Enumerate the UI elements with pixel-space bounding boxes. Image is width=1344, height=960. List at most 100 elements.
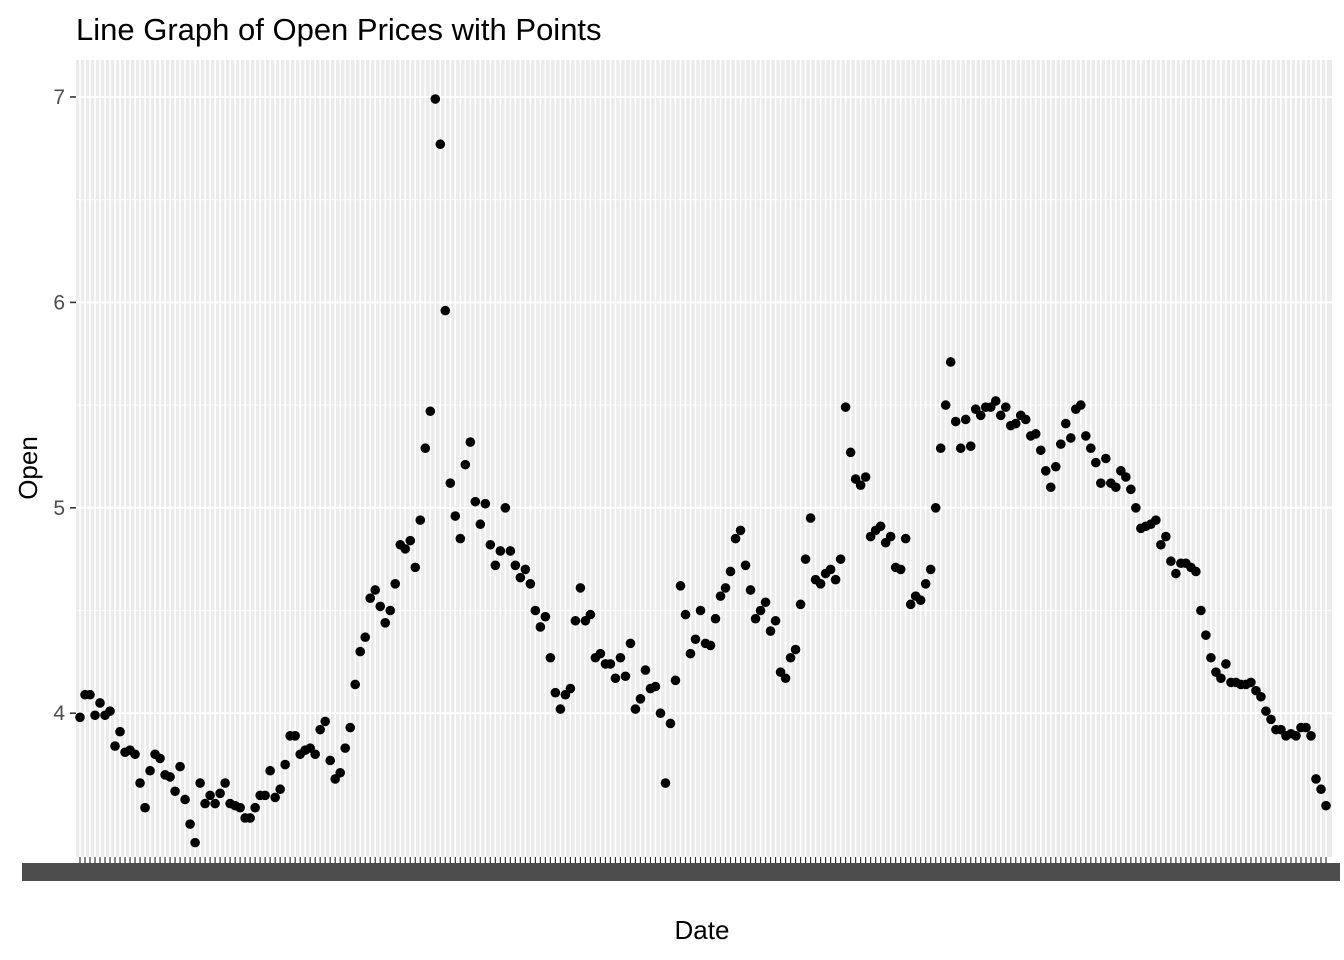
- data-point: [1131, 503, 1141, 513]
- data-point: [490, 560, 501, 571]
- data-point: [185, 819, 195, 829]
- data-point: [155, 753, 165, 764]
- data-point: [290, 731, 300, 741]
- data-point: [530, 605, 541, 616]
- data-point: [555, 704, 566, 714]
- data-point: [95, 698, 105, 708]
- data-point: [1191, 566, 1201, 577]
- data-point: [440, 305, 451, 316]
- data-point: [1216, 673, 1226, 684]
- data-point: [835, 554, 846, 564]
- data-point: [280, 759, 290, 770]
- data-point: [825, 564, 836, 575]
- data-point: [805, 513, 816, 523]
- data-point: [735, 525, 746, 536]
- data-point: [115, 726, 125, 737]
- data-point: [515, 572, 526, 583]
- data-point: [495, 546, 506, 556]
- data-point: [875, 521, 886, 532]
- data-point: [175, 761, 185, 772]
- x-tick-labels-overlap: [22, 863, 1340, 881]
- data-point: [215, 788, 225, 799]
- data-point: [605, 659, 616, 669]
- data-point: [1066, 433, 1076, 443]
- data-point: [925, 564, 936, 575]
- data-point: [625, 638, 636, 649]
- data-point: [730, 533, 741, 544]
- data-point: [1256, 691, 1266, 702]
- data-point: [1196, 605, 1206, 616]
- data-point: [140, 802, 150, 813]
- y-tick-label: 6: [53, 291, 65, 314]
- data-point: [1081, 431, 1091, 441]
- data-point: [770, 615, 781, 626]
- data-point: [1301, 722, 1311, 733]
- data-point: [1201, 630, 1211, 640]
- data-point: [655, 708, 666, 719]
- data-point: [930, 503, 941, 513]
- data-point: [430, 94, 441, 104]
- data-point: [520, 564, 531, 575]
- data-point: [855, 480, 866, 491]
- data-point: [765, 626, 776, 636]
- data-point: [740, 560, 751, 571]
- data-point: [1086, 443, 1096, 454]
- data-point: [415, 515, 426, 525]
- data-point: [780, 673, 791, 684]
- data-point: [540, 611, 551, 622]
- data-points: [75, 94, 1331, 848]
- data-point: [830, 574, 841, 585]
- data-point: [860, 472, 871, 482]
- data-point: [510, 560, 521, 571]
- data-point: [470, 496, 481, 507]
- data-point: [445, 478, 456, 488]
- data-point: [1096, 478, 1106, 488]
- data-point: [705, 640, 716, 651]
- data-point: [965, 441, 976, 451]
- data-point: [205, 790, 215, 801]
- data-point: [955, 443, 966, 454]
- y-tick-label: 5: [53, 497, 65, 520]
- data-point: [465, 437, 476, 447]
- y-tick-label: 4: [53, 702, 65, 725]
- data-point: [715, 591, 726, 601]
- data-point: [220, 778, 230, 788]
- data-point: [385, 605, 396, 616]
- data-point: [250, 802, 260, 813]
- data-point: [990, 396, 1001, 406]
- data-point: [450, 511, 461, 521]
- data-point: [1306, 731, 1316, 741]
- data-point: [480, 498, 491, 509]
- data-point: [660, 778, 671, 788]
- data-point: [950, 416, 961, 427]
- data-point: [1246, 677, 1256, 688]
- data-point: [1091, 457, 1101, 468]
- data-point: [370, 585, 381, 595]
- data-point: [1020, 414, 1031, 425]
- data-point: [550, 687, 561, 698]
- data-point: [365, 593, 376, 603]
- data-point: [90, 710, 100, 721]
- data-point: [565, 683, 576, 694]
- data-point: [105, 706, 115, 716]
- data-point: [435, 139, 446, 150]
- data-point: [200, 798, 210, 809]
- data-point: [570, 615, 581, 626]
- data-point: [380, 618, 391, 628]
- data-point: [475, 519, 486, 530]
- data-point: [790, 644, 801, 655]
- data-point: [1206, 652, 1216, 663]
- data-point: [275, 784, 285, 795]
- data-point: [340, 743, 351, 753]
- data-point: [110, 741, 120, 751]
- data-point: [1321, 800, 1331, 811]
- data-point: [270, 792, 280, 803]
- data-point: [1171, 568, 1181, 579]
- data-point: [350, 679, 361, 690]
- data-point: [525, 579, 536, 589]
- data-point: [310, 749, 320, 760]
- data-point: [840, 402, 851, 412]
- data-point: [1060, 418, 1071, 429]
- data-point: [265, 765, 275, 776]
